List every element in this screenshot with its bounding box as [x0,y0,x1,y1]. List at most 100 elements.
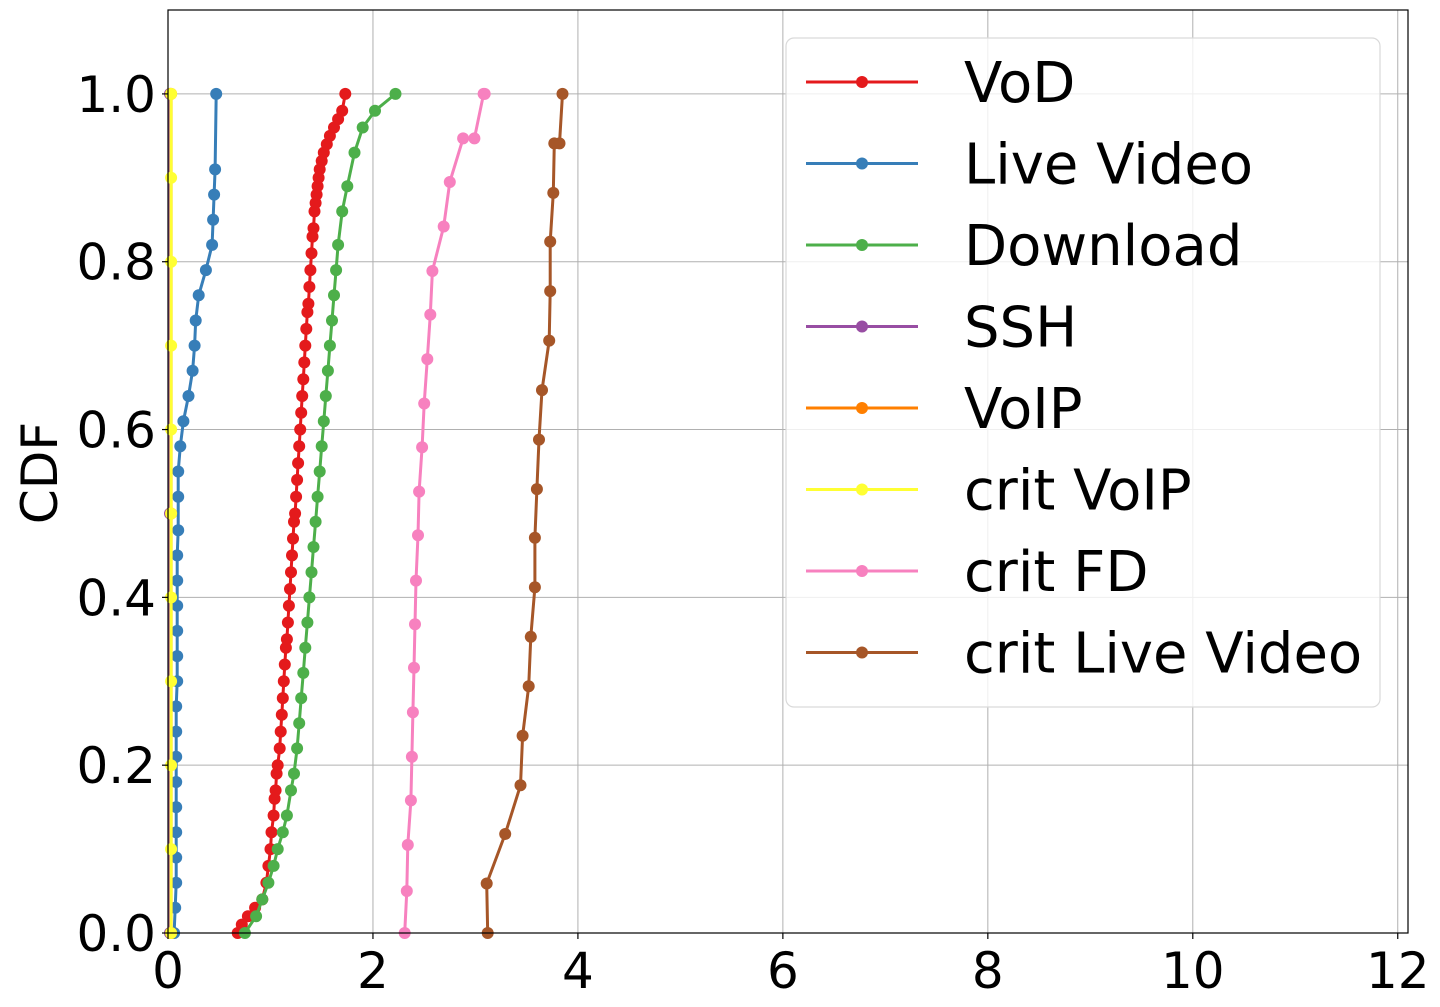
legend-item-download: Download [806,214,1242,279]
data-point-live-video [188,339,201,352]
data-point-crit-fd [478,87,491,100]
legend-swatch-marker [856,76,868,88]
data-point-vod [290,490,303,503]
data-point-crit-fd [409,618,421,631]
data-point-download [256,893,269,906]
y-tick-label: 0.8 [76,234,156,292]
data-point-vod [271,759,284,772]
x-tick-label: 4 [562,942,594,1000]
data-point-vod [287,532,299,545]
y-tick-label: 0.2 [76,737,156,795]
data-point-live-video [171,599,184,612]
data-point-vod [285,566,297,579]
data-point-download [328,289,340,302]
data-point-live-video [171,650,184,663]
data-point-crit-voip [165,507,178,520]
data-point-download [262,876,275,889]
data-point-download [276,826,289,839]
data-point-live-video [182,390,195,402]
data-point-live-video [172,490,185,503]
data-point-vod [269,784,282,797]
data-point-live-video [199,264,212,277]
data-point-vod [265,826,278,839]
data-point-crit-live-video [533,433,545,446]
data-point-download [356,121,369,134]
data-point-download [280,809,293,822]
data-point-vod [305,247,318,260]
x-tick-label: 8 [972,942,1004,1000]
data-point-vod [294,423,307,436]
data-point-download [319,390,332,402]
data-point-crit-voip [165,843,178,856]
data-point-vod [298,356,311,369]
data-point-download [321,364,334,377]
data-point-crit-live-video [543,334,556,347]
data-point-vod [286,549,298,562]
data-point-crit-live-video [544,285,557,298]
data-point-vod [304,264,317,277]
data-point-download [311,490,324,503]
x-tick-label: 6 [767,942,799,1000]
data-point-live-video [210,87,223,100]
data-point-download [341,180,354,193]
data-point-crit-fd [401,838,414,851]
data-point-vod [300,322,313,335]
data-point-crit-live-video [499,828,512,840]
data-point-crit-fd [408,661,420,674]
data-point-live-video [170,876,183,889]
data-point-live-video [170,700,183,713]
y-axis-label: CDF [11,422,69,524]
data-point-crit-fd [416,441,429,454]
data-point-live-video [208,188,221,201]
data-point-download [299,641,312,654]
data-point-crit-fd [405,750,418,763]
data-point-download [305,566,318,579]
data-point-crit-fd [468,132,481,145]
data-point-live-video [209,163,222,176]
legend-label: crit Live Video [964,622,1362,687]
axes-frame [167,9,1409,934]
data-point-live-video [206,238,219,251]
data-point-crit-live-video [547,186,560,199]
data-point-download [250,910,263,923]
data-point-live-video [170,776,183,788]
data-point-download [389,87,402,100]
data-point-vod [284,583,296,595]
legend-item-crit-voip: crit VoIP [806,459,1192,524]
legend-swatch-marker [856,157,868,170]
data-point-download [348,146,361,159]
legend-label: VoIP [964,377,1083,442]
data-point-live-video [174,440,187,453]
x-tick-label: 0 [152,942,184,1000]
data-point-vod [303,280,316,293]
data-point-crit-fd [413,485,426,498]
data-point-vod [282,599,295,612]
data-point-download [369,104,381,117]
legend-swatch-marker [856,565,868,577]
data-point-crit-voip [165,675,178,688]
data-point-download [288,767,300,780]
data-point-crit-voip [165,171,178,184]
legend-label: crit VoIP [964,459,1192,524]
data-point-vod [278,658,291,671]
data-point-crit-fd [424,308,437,321]
x-ticks: 0 2 4 6 8 10 12 [152,933,1430,1000]
data-point-download [332,238,345,251]
data-point-crit-fd [421,353,434,366]
x-tick-label: 2 [357,942,389,1000]
data-point-vod [296,390,309,402]
y-tick-label: 0.4 [76,569,156,627]
y-tick-label: 0.6 [76,402,156,460]
data-point-crit-live-video [530,483,543,496]
data-point-download [271,843,284,856]
legend-label: VoD [964,51,1075,116]
data-point-download [307,541,320,553]
data-point-live-video [170,826,183,839]
data-point-download [297,666,310,679]
data-point-crit-voip [165,339,178,352]
data-point-live-video [170,801,183,814]
data-point-crit-live-video [528,581,541,594]
data-point-download [303,591,316,604]
legend-item-ssh: SSH [806,296,1077,361]
